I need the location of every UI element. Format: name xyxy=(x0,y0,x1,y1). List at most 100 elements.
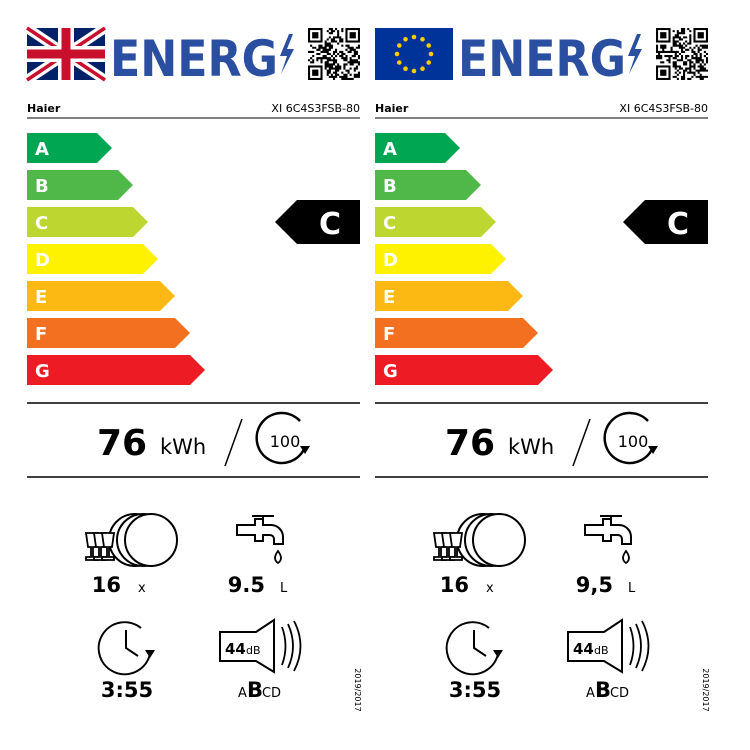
qr-finder-core xyxy=(349,32,356,39)
clock-hands xyxy=(125,630,139,657)
class-bar xyxy=(27,244,158,274)
tap-handle xyxy=(600,515,622,519)
regulation: 2019/2017 xyxy=(701,668,710,711)
lightning-bolt xyxy=(280,34,294,74)
noise-class: B xyxy=(595,678,611,702)
eu-star xyxy=(411,68,417,74)
class-letter: E xyxy=(383,287,395,308)
qr-finder-core xyxy=(697,32,704,39)
sound-wave xyxy=(281,626,287,666)
brand: Haier xyxy=(375,102,409,115)
eu-star xyxy=(426,60,432,65)
plate xyxy=(472,513,526,567)
qr-finder xyxy=(345,28,361,43)
speaker xyxy=(219,618,275,674)
water: 9,5 xyxy=(576,573,613,597)
qr-finder-core xyxy=(312,32,319,39)
noise-class: D xyxy=(619,686,629,701)
cycles: 100 xyxy=(270,432,301,451)
class-bar xyxy=(375,207,496,237)
tap xyxy=(236,518,284,545)
eu-star xyxy=(396,60,402,65)
slash xyxy=(572,418,591,467)
class-letter: G xyxy=(35,361,50,382)
plate xyxy=(124,513,178,567)
eu-star xyxy=(403,66,408,72)
class-letter: E xyxy=(35,287,47,308)
noise-unit: dB xyxy=(246,644,261,657)
class-letter: F xyxy=(35,324,47,345)
clock-arrow xyxy=(145,650,155,658)
qr-finder xyxy=(308,65,323,81)
class-letter: F xyxy=(383,324,395,345)
eu-star xyxy=(428,51,434,57)
noise-class: A xyxy=(586,686,595,701)
place-settings: 16 xyxy=(440,573,469,597)
class-letter: A xyxy=(35,139,49,160)
lightning-bolt xyxy=(628,34,642,74)
model: XI 6C4S3FSB-80 xyxy=(271,102,360,115)
noise-value: 44 xyxy=(225,640,246,658)
sound-wave xyxy=(629,626,635,666)
energy-value: 76 xyxy=(97,423,147,464)
tap xyxy=(584,518,632,545)
sound-wave xyxy=(293,620,302,672)
duration: 3:55 xyxy=(101,678,153,702)
class-letter: G xyxy=(383,361,398,382)
place-settings: 16 xyxy=(92,573,121,597)
qr-finder xyxy=(656,28,671,43)
energy-heading: ENERG xyxy=(110,30,278,88)
cycle-arrow xyxy=(648,446,658,454)
qr-modules xyxy=(656,28,708,80)
class-bar xyxy=(375,318,538,348)
cycle-circle xyxy=(603,411,655,465)
class-letter: B xyxy=(35,176,49,197)
noise-value: 44 xyxy=(573,640,594,658)
noise-class: C xyxy=(262,686,271,701)
clock xyxy=(445,621,499,676)
class-bar xyxy=(27,133,112,163)
noise-unit: dB xyxy=(594,644,609,657)
class-bar xyxy=(375,170,481,200)
energy-heading: ENERG xyxy=(458,30,626,88)
class-letter: A xyxy=(383,139,397,160)
class-bar xyxy=(375,133,460,163)
class-bar xyxy=(27,170,133,200)
glass xyxy=(448,532,464,561)
water-unit: L xyxy=(280,581,288,596)
class-bar xyxy=(27,355,205,385)
qr-finder xyxy=(693,28,709,43)
clock-hands xyxy=(473,630,487,657)
brand: Haier xyxy=(27,102,61,115)
eu-star xyxy=(394,51,400,57)
class-letter: C xyxy=(383,213,396,234)
rating: C xyxy=(667,207,689,242)
noise-class: D xyxy=(271,686,281,701)
class-bar xyxy=(375,281,523,311)
sound-wave xyxy=(287,623,294,669)
noise-class: B xyxy=(247,678,263,702)
eu-star xyxy=(396,43,402,48)
duration: 3:55 xyxy=(449,678,501,702)
qr-finder-core xyxy=(660,32,667,39)
cycle-arrow xyxy=(300,446,310,454)
qr-finder-core xyxy=(660,69,667,76)
class-bar xyxy=(375,244,506,274)
eu-star xyxy=(403,36,408,42)
clock xyxy=(97,621,151,676)
water: 9.5 xyxy=(228,573,265,597)
sound-wave xyxy=(641,620,650,672)
qr-modules xyxy=(308,28,360,80)
regulation: 2019/2017 xyxy=(353,668,362,711)
cycle-circle xyxy=(255,411,307,465)
place-settings-unit: x xyxy=(486,581,494,596)
class-letter: D xyxy=(35,250,50,271)
noise-class: C xyxy=(610,686,619,701)
class-bar xyxy=(27,281,175,311)
class-letter: B xyxy=(383,176,397,197)
clock-arrow xyxy=(493,650,503,658)
drop xyxy=(622,549,630,565)
